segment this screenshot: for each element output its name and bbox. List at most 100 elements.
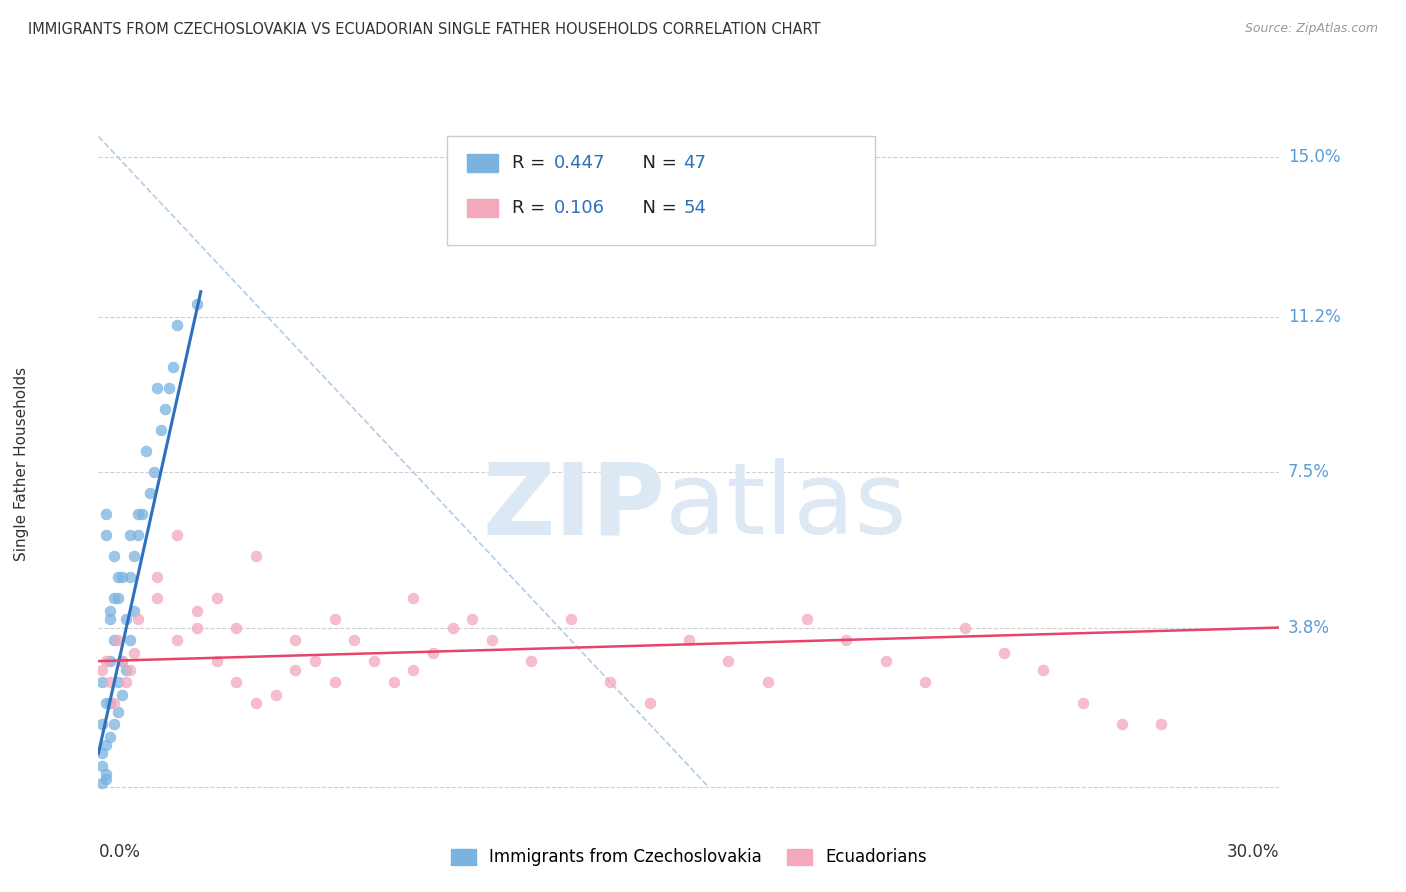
Point xyxy=(98,612,121,626)
Point xyxy=(155,402,177,417)
Point xyxy=(186,297,208,311)
Point xyxy=(717,654,740,668)
Point xyxy=(96,738,118,752)
Point xyxy=(111,570,134,584)
Legend: Immigrants from Czechoslovakia, Ecuadorians: Immigrants from Czechoslovakia, Ecuadori… xyxy=(444,842,934,873)
Point xyxy=(638,696,661,710)
Point xyxy=(245,549,267,564)
Text: 15.0%: 15.0% xyxy=(1288,148,1340,167)
Point xyxy=(103,591,125,606)
Point xyxy=(461,612,484,626)
Text: ZIP: ZIP xyxy=(482,458,665,555)
Point xyxy=(363,654,385,668)
Point xyxy=(103,633,125,648)
Point xyxy=(107,675,129,690)
Point xyxy=(678,633,700,648)
Point xyxy=(304,654,326,668)
Text: Source: ZipAtlas.com: Source: ZipAtlas.com xyxy=(1244,22,1378,36)
Point xyxy=(118,633,141,648)
Point xyxy=(103,717,125,731)
Text: 54: 54 xyxy=(683,199,706,217)
Point xyxy=(1032,663,1054,677)
Point xyxy=(1111,717,1133,731)
Text: IMMIGRANTS FROM CZECHOSLOVAKIA VS ECUADORIAN SINGLE FATHER HOUSEHOLDS CORRELATIO: IMMIGRANTS FROM CZECHOSLOVAKIA VS ECUADO… xyxy=(28,22,821,37)
Point xyxy=(993,646,1015,660)
Point xyxy=(323,612,346,626)
Point xyxy=(135,444,157,458)
Point xyxy=(835,633,858,648)
Point xyxy=(98,696,121,710)
Point xyxy=(96,696,118,710)
Point xyxy=(127,612,149,626)
Point xyxy=(111,688,134,702)
Point xyxy=(118,663,141,677)
Text: 3.8%: 3.8% xyxy=(1288,618,1330,637)
Point xyxy=(245,696,267,710)
Text: atlas: atlas xyxy=(665,458,907,555)
Point xyxy=(91,675,114,690)
Point xyxy=(162,360,184,375)
Point xyxy=(157,381,180,395)
Point xyxy=(599,675,621,690)
Point xyxy=(150,423,173,437)
Point xyxy=(205,654,228,668)
Point xyxy=(875,654,897,668)
Point xyxy=(115,675,138,690)
Point xyxy=(103,696,125,710)
Point xyxy=(560,612,582,626)
Point xyxy=(1071,696,1094,710)
Point xyxy=(481,633,503,648)
Point xyxy=(284,633,307,648)
Point xyxy=(264,688,287,702)
Point xyxy=(91,717,114,731)
Point xyxy=(91,747,114,761)
Text: N =: N = xyxy=(631,199,683,217)
Point xyxy=(1150,717,1173,731)
Point xyxy=(205,591,228,606)
Point xyxy=(98,675,121,690)
Point xyxy=(127,528,149,542)
Point xyxy=(98,654,121,668)
Text: 0.0%: 0.0% xyxy=(98,843,141,861)
Text: 0.447: 0.447 xyxy=(554,154,606,172)
Point xyxy=(98,604,121,618)
Text: Single Father Households: Single Father Households xyxy=(14,367,28,561)
Point xyxy=(284,663,307,677)
Point xyxy=(96,528,118,542)
Point xyxy=(422,646,444,660)
Point xyxy=(138,486,160,500)
Point xyxy=(103,549,125,564)
Point xyxy=(402,591,425,606)
Text: R =: R = xyxy=(512,154,551,172)
Point xyxy=(111,654,134,668)
Point xyxy=(122,646,145,660)
Point xyxy=(96,772,118,786)
Point xyxy=(122,604,145,618)
Point xyxy=(323,675,346,690)
Point xyxy=(91,776,114,790)
Point xyxy=(146,570,169,584)
Point xyxy=(520,654,543,668)
Text: 30.0%: 30.0% xyxy=(1227,843,1279,861)
Point xyxy=(225,621,247,635)
Point xyxy=(107,633,129,648)
Point xyxy=(107,591,129,606)
Text: 7.5%: 7.5% xyxy=(1288,463,1330,482)
Text: 0.106: 0.106 xyxy=(554,199,605,217)
Point xyxy=(166,318,188,333)
Point xyxy=(96,507,118,521)
Point xyxy=(914,675,936,690)
Point xyxy=(91,759,114,773)
Point xyxy=(107,570,129,584)
Point xyxy=(441,621,464,635)
Point xyxy=(166,633,188,648)
Point xyxy=(142,465,165,479)
Point xyxy=(131,507,153,521)
Point xyxy=(98,730,121,744)
Text: N =: N = xyxy=(631,154,683,172)
Point xyxy=(402,663,425,677)
Point xyxy=(186,604,208,618)
Point xyxy=(796,612,818,626)
Point xyxy=(115,663,138,677)
Point xyxy=(225,675,247,690)
